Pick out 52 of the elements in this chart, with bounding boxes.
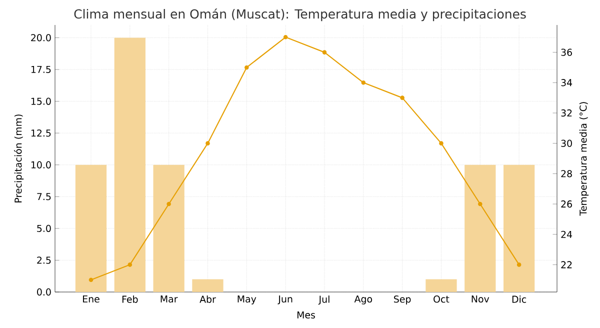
bar <box>504 164 535 292</box>
y-tick-label: 5.0 <box>37 224 51 232</box>
point <box>400 96 404 100</box>
y-tick-label: 12.5 <box>31 129 51 137</box>
y2-tick-label: 30 <box>561 140 572 147</box>
y-tick-label: 17.5 <box>31 66 51 74</box>
point <box>478 202 482 206</box>
point <box>166 202 171 206</box>
y-tick-label: 7.5 <box>37 193 51 200</box>
x-tick-label: Dic <box>512 296 526 303</box>
x-tick-label: Oct <box>434 296 450 303</box>
y-tick-label: 15.0 <box>31 98 51 105</box>
x-tick-label: Jun <box>278 296 292 304</box>
x-tick-label: Feb <box>122 296 138 303</box>
y-tick-label: 20.0 <box>31 34 51 42</box>
point <box>516 262 522 267</box>
point <box>322 50 327 54</box>
x-tick-label: May <box>238 296 256 304</box>
x-tick-label: Ene <box>83 296 100 303</box>
y-axis-title: Precipitación (mm) <box>14 114 24 202</box>
y2-tick-label: 32 <box>561 109 572 117</box>
point <box>283 34 288 40</box>
point <box>361 80 366 85</box>
x-tick-label: Jul <box>318 296 330 305</box>
y-tick-label: 10.0 <box>31 161 51 168</box>
y2-tick-label: 34 <box>561 79 572 86</box>
bar <box>114 38 146 292</box>
bar <box>426 279 457 292</box>
y2-tick-label: 22 <box>561 261 572 268</box>
x-tick-label: Ago <box>354 296 372 304</box>
x-tick-label: Nov <box>472 296 490 303</box>
y2-axis-title: Temperatura media (°C) <box>579 102 589 216</box>
y-tick-label: 0.0 <box>37 288 51 296</box>
chart-title: Clima mensual en Omán (Muscat): Temperatura media y precipitaciones <box>74 8 526 22</box>
y-tick-label: 2.5 <box>37 256 51 264</box>
y2-tick-label: 24 <box>561 230 572 238</box>
point <box>206 141 210 146</box>
x-axis-title: Mes <box>297 311 315 318</box>
bar <box>75 164 107 292</box>
point <box>244 65 249 70</box>
y2-tick-label: 26 <box>561 200 572 208</box>
bar <box>192 279 224 292</box>
bar <box>153 164 184 292</box>
point <box>88 278 94 282</box>
bar <box>464 164 496 292</box>
x-tick-label: Abr <box>200 296 216 303</box>
y2-tick-label: 36 <box>561 48 572 56</box>
x-tick-label: Mar <box>160 296 178 303</box>
x-tick-label: Sep <box>394 296 411 305</box>
y2-tick-label: 28 <box>561 170 572 178</box>
point <box>128 262 132 267</box>
point <box>439 141 444 146</box>
